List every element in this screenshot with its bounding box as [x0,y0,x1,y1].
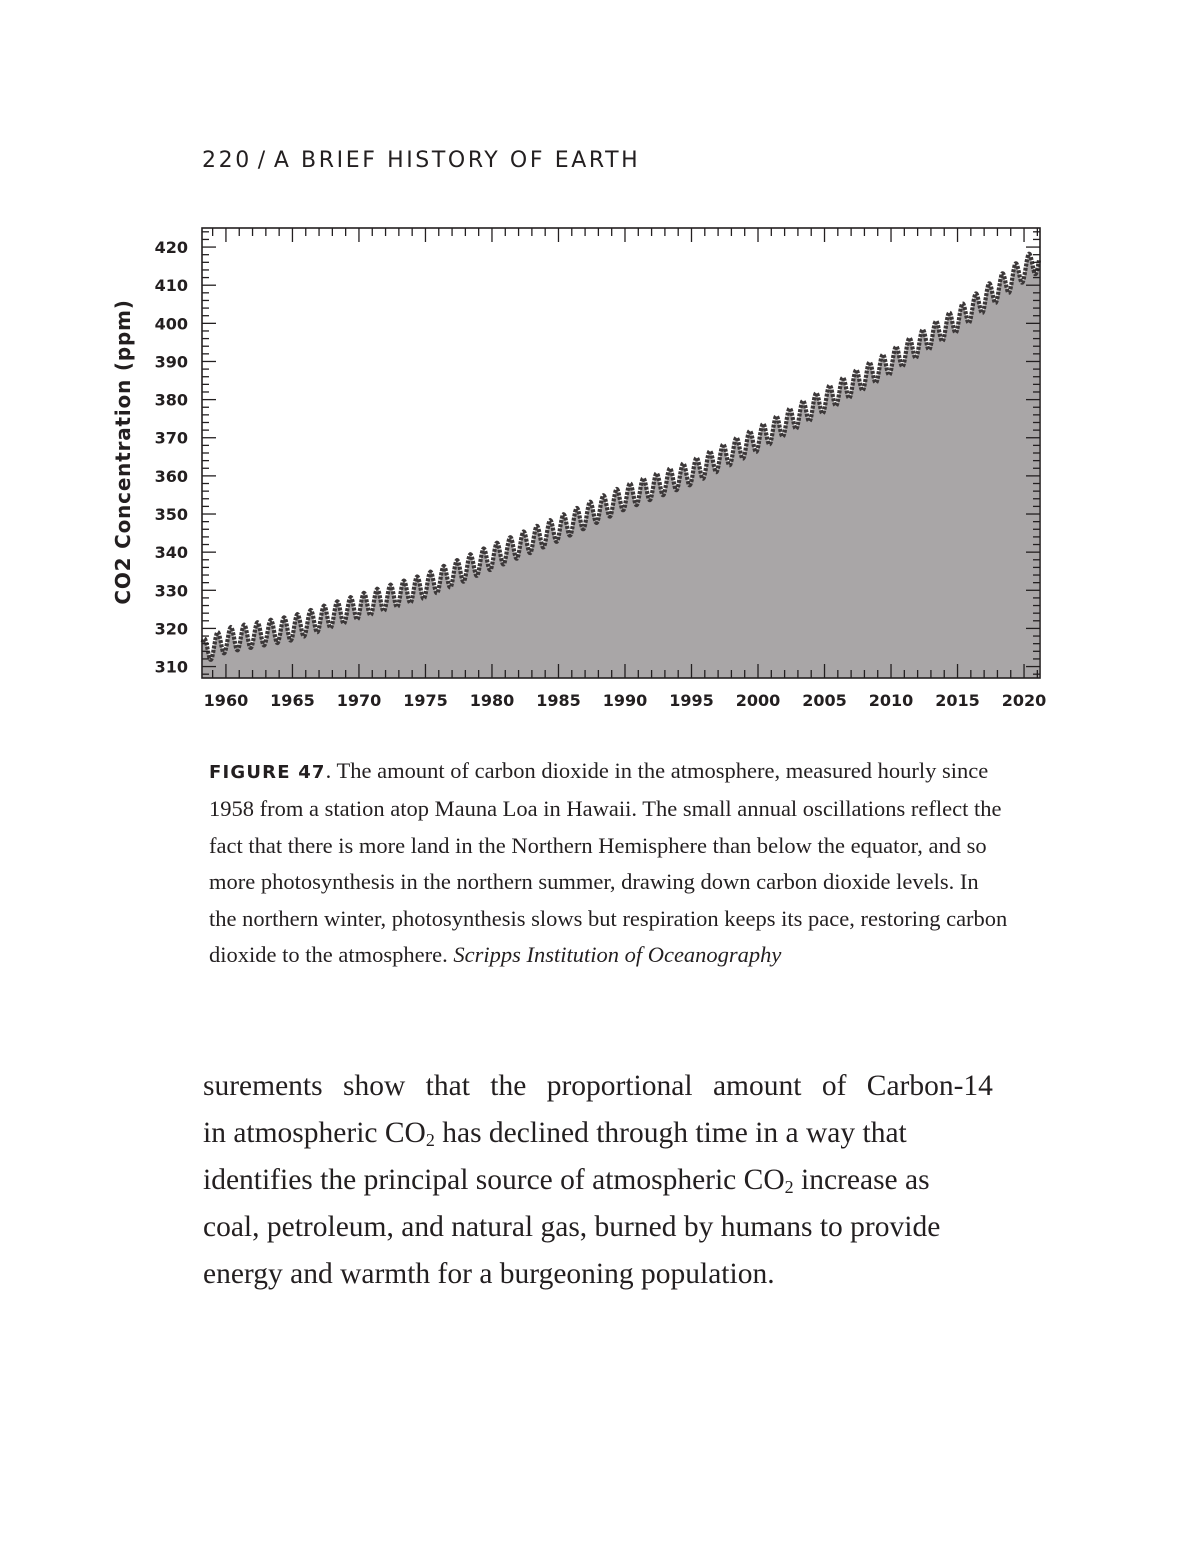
figure-label: FIGURE 47 [209,762,326,783]
x-tick-label: 1990 [603,691,648,710]
y-tick-label: 340 [155,543,188,562]
y-tick-label: 420 [155,238,188,257]
caption-text: . The amount of carbon dioxide in the at… [209,758,1008,968]
y-tick-label: 410 [155,276,188,295]
x-tick-label: 1985 [536,691,581,710]
y-tick-label: 320 [155,619,188,638]
y-axis-label: CO2 Concentration (ppm) [111,299,135,604]
y-axis-labels: 310 320 330 340 350 360 370 380 390 400 410 420 [155,238,188,676]
body-word: of [821,1070,847,1102]
x-tick-label: 2005 [802,691,847,710]
co2-area [202,253,1039,679]
body-word: that [425,1070,470,1102]
body-word: proportional [546,1070,693,1102]
body-paragraph: surements show that the proportional amount of… [203,1063,993,1298]
y-tick-label: 310 [155,658,188,677]
running-header: 220/A BRIEF HISTORY OF EARTH [202,148,640,173]
body-word: the [490,1070,527,1102]
y-tick-label: 350 [155,505,188,524]
x-tick-label: 1995 [669,691,714,710]
co2-chart: 1960 1965 1970 1975 1980 1985 1990 1995 2000 2005… [111,227,1047,710]
plot-area-fill [202,253,1039,679]
body-word: Carbon-14 [866,1070,993,1102]
page-number: 220 [202,148,252,173]
body-word: amount [712,1070,802,1102]
body-line-1: surements show that the proportional amount of… [203,1063,993,1110]
y-tick-label: 380 [155,391,188,410]
x-tick-label: 1965 [270,691,315,710]
y-tick-label: 400 [155,314,188,333]
x-axis-labels: 1960 1965 1970 1975 1980 1985 1990 1995 2000 2005… [204,691,1047,710]
x-tick-label: 1970 [337,691,382,710]
book-title: A BRIEF HISTORY OF EARTH [273,148,641,173]
body-line-5: energy and warmth for a burgeoning popul… [203,1258,775,1290]
figure-credit: Scripps Institution of Oceanography [453,942,782,968]
x-tick-label: 1975 [403,691,448,710]
body-word: surements [203,1070,323,1102]
body-line-2: in atmospheric CO2 has declined through … [203,1117,907,1150]
y-tick-label: 360 [155,467,188,486]
header-separator: / [257,148,268,173]
plot-frame [201,227,1041,679]
body-line-3: identifies the principal source of atmos… [203,1164,930,1197]
y-tick-label: 370 [155,429,188,448]
body-line-4: coal, petroleum, and natural gas, burned… [203,1211,941,1243]
figure-caption: FIGURE 47. The amount of carbon dioxide … [209,753,1009,973]
y-tick-label: 390 [155,352,188,371]
x-tick-label: 1960 [204,691,249,710]
y-tick-label: 330 [155,581,188,600]
x-tick-label: 2000 [736,691,781,710]
x-tick-label: 1980 [470,691,515,710]
minor-ticks [202,228,1040,678]
x-tick-label: 2015 [935,691,980,710]
x-tick-label: 2010 [869,691,914,710]
x-tick-label: 2020 [1002,691,1047,710]
body-word: show [343,1070,406,1102]
